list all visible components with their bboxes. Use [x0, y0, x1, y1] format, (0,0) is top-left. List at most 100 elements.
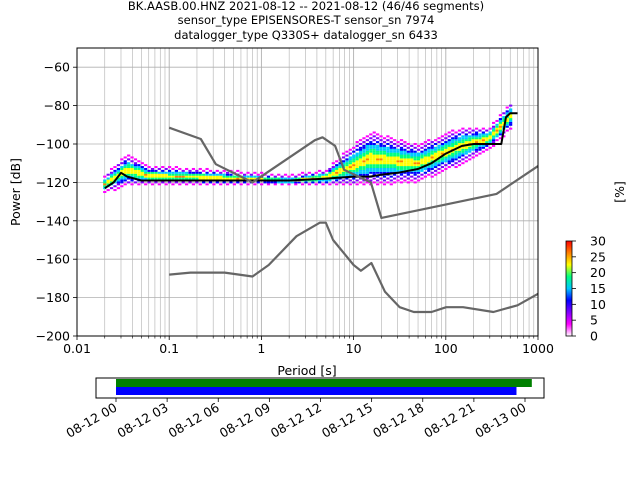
density-cell: [188, 171, 192, 174]
density-cell: [461, 135, 465, 138]
density-cell: [382, 169, 387, 172]
density-cell: [437, 167, 441, 170]
y-tick-label: −140: [36, 213, 70, 228]
density-cell: [389, 146, 393, 149]
density-cell: [113, 171, 117, 174]
new_high_noise_model-line: [168, 126, 539, 219]
density-cell: [461, 131, 465, 134]
density-cell: [369, 162, 373, 165]
density-cell: [481, 131, 485, 134]
density-cell: [372, 131, 376, 134]
density-cell: [195, 181, 199, 184]
density-cell: [420, 146, 424, 149]
density-cell: [123, 171, 127, 174]
density-cell: [393, 160, 397, 163]
density-cell: [509, 110, 513, 113]
density-cell: [447, 146, 451, 149]
density-cell: [376, 179, 380, 182]
density-cell: [464, 148, 468, 151]
density-cell: [434, 139, 438, 142]
density-cell: [379, 158, 383, 161]
density-cell: [474, 135, 479, 138]
density-cell: [396, 166, 400, 169]
density-cell: [440, 158, 445, 161]
density-cell: [376, 146, 380, 149]
density-cell: [372, 143, 376, 145]
density-cell: [379, 148, 383, 151]
density-cell: [181, 171, 185, 174]
density-cell: [468, 139, 472, 142]
density-cell: [321, 183, 325, 186]
density-cell: [198, 173, 202, 176]
colorbar-label: [%]: [612, 181, 627, 203]
density-cell: [178, 167, 182, 170]
density-cell: [372, 135, 376, 138]
density-cell: [451, 164, 455, 167]
density-cell: [495, 139, 499, 142]
density-cell: [127, 167, 131, 170]
density-cell: [236, 175, 240, 178]
density-cell: [287, 181, 291, 184]
y-tick-label: −200: [36, 329, 70, 344]
density-cell: [311, 179, 315, 182]
density-cell: [365, 164, 369, 167]
density-cell: [307, 175, 312, 178]
density-cell: [140, 162, 144, 165]
density-cell: [365, 169, 369, 172]
density-cell: [413, 160, 417, 163]
density-cell: [314, 179, 318, 182]
density-cell: [215, 173, 219, 176]
density-cell: [420, 167, 424, 170]
density-cell: [491, 127, 496, 130]
density-cell: [468, 141, 472, 144]
density-cell: [219, 173, 223, 176]
density-cell: [345, 164, 349, 167]
density-cell: [161, 177, 165, 180]
density-cell: [427, 173, 431, 176]
density-cell: [106, 189, 110, 192]
density-cell: [318, 169, 322, 172]
density-cell: [345, 154, 349, 157]
density-cell: [140, 167, 144, 170]
density-cell: [382, 158, 387, 161]
y-tick-label: −60: [44, 60, 70, 75]
density-cell: [461, 141, 465, 144]
density-cell: [133, 164, 138, 167]
density-cell: [406, 152, 410, 155]
density-cell: [345, 173, 349, 176]
density-cell: [474, 139, 479, 142]
density-cell: [362, 183, 366, 186]
density-cell: [362, 173, 366, 176]
density-cell: [369, 148, 373, 151]
density-cell: [321, 175, 325, 178]
density-cell: [123, 167, 127, 170]
density-cell: [133, 167, 138, 170]
density-cell: [352, 164, 356, 167]
density-cell: [481, 141, 485, 144]
density-cell: [440, 135, 445, 138]
density-cell: [137, 175, 141, 178]
density-cell: [362, 169, 366, 172]
density-cell: [219, 177, 223, 180]
density-cell: [290, 173, 294, 176]
density-cell: [256, 173, 260, 176]
density-cell: [444, 164, 448, 167]
density-cell: [127, 158, 131, 161]
density-cell: [109, 187, 114, 190]
density-cell: [120, 173, 124, 176]
density-cell: [369, 156, 373, 159]
density-cell: [437, 146, 441, 149]
density-cell: [505, 118, 509, 121]
density-cell: [393, 162, 397, 165]
density-cell: [185, 171, 189, 174]
density-cell: [116, 181, 120, 184]
density-cell: [454, 166, 458, 169]
density-cell: [164, 177, 168, 180]
density-cell: [222, 175, 226, 178]
density-cell: [335, 179, 339, 182]
density-cell: [386, 166, 390, 169]
density-cell: [208, 177, 213, 180]
density-cell: [434, 164, 438, 167]
density-cell: [423, 167, 427, 170]
density-cell: [379, 181, 383, 184]
